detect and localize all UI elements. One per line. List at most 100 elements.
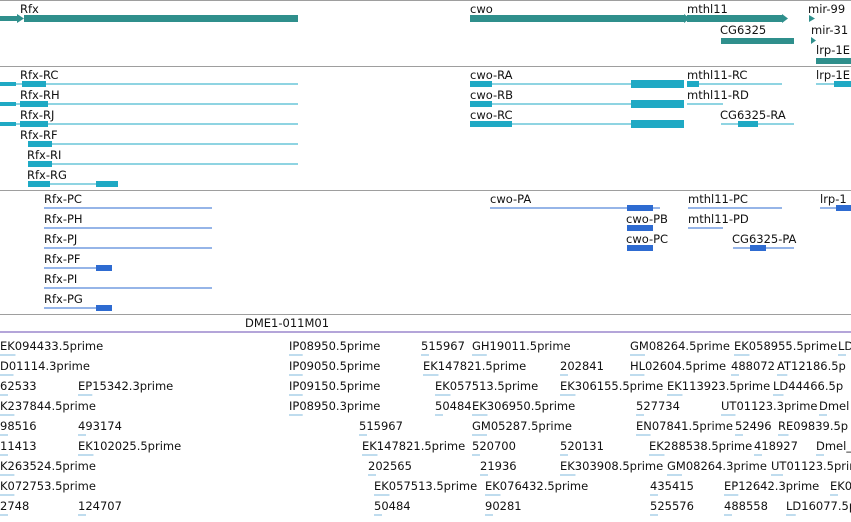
transcript-rfx-rf-glyph[interactable] [28, 141, 298, 147]
transcript-mthl11-rc-glyph[interactable] [687, 81, 782, 87]
transcripts-track-a[interactable] [0, 0, 851, 190]
transcript-cg6325-ra-glyph[interactable] [721, 121, 794, 127]
protein-cwo-pb-glyph[interactable] [627, 225, 659, 231]
genes-track[interactable] [0, 0, 851, 66]
est-label[interactable]: GM08264.5prime [630, 339, 730, 353]
transcript-rfx-rj-glyph[interactable] [0, 121, 298, 127]
est-label[interactable]: 50484 [374, 499, 411, 513]
transcript-label-rfx-rh[interactable]: Rfx-RH [20, 88, 60, 102]
est-label[interactable]: 435415 [650, 479, 694, 493]
transcript-label-cg6325-ra[interactable]: CG6325-RA [720, 108, 786, 122]
est-label[interactable]: 488072 [731, 359, 775, 373]
protein-mthl11-pd-glyph[interactable] [688, 225, 724, 231]
est-label[interactable]: GM08264.3prime [667, 459, 767, 473]
protein-rfx-pf-glyph[interactable] [44, 265, 112, 271]
est-label[interactable]: K263524.5prime [0, 459, 96, 473]
est-label[interactable]: UT01123.5prime [771, 459, 851, 473]
protein-rfx-pc-glyph[interactable] [44, 205, 212, 211]
protein-cwo-pc-glyph[interactable] [627, 245, 659, 251]
protein-label-rfx-pf[interactable]: Rfx-PF [44, 252, 81, 266]
est-label[interactable]: IP08950.5prime [289, 339, 381, 353]
gene-cg6325-glyph[interactable] [721, 38, 794, 44]
est-label[interactable]: 488558 [724, 499, 768, 513]
est-label[interactable]: 520700 [472, 439, 516, 453]
protein-label-lrp1[interactable]: lrp-1 [820, 192, 847, 206]
est-label[interactable]: EK0 [830, 479, 851, 493]
gene-label-rfx[interactable]: Rfx [20, 2, 39, 16]
gene-label-cg6325[interactable]: CG6325 [720, 23, 767, 37]
est-label[interactable]: 202565 [368, 459, 412, 473]
clone-label-dme1-011m01[interactable]: DME1-011M01 [245, 316, 330, 330]
est-label[interactable]: K237844.5prime [0, 399, 96, 413]
transcript-cwo-rc-glyph[interactable] [470, 120, 684, 128]
gene-label-cwo[interactable]: cwo [470, 2, 493, 16]
transcript-label-rfx-rj[interactable]: Rfx-RJ [20, 108, 55, 122]
est-label[interactable]: EP12642.3prime [724, 479, 820, 493]
est-label[interactable]: 21936 [480, 459, 517, 473]
protein-label-rfx-ph[interactable]: Rfx-PH [44, 212, 83, 226]
gene-lrp1e-glyph[interactable] [816, 58, 851, 64]
est-label[interactable]: 515967 [421, 339, 465, 353]
gene-label-lrp1e[interactable]: lrp-1E [816, 43, 850, 57]
est-label[interactable]: GH19011.5prime [472, 339, 571, 353]
est-label[interactable]: AT12186.5p [777, 359, 846, 373]
est-label[interactable]: Dmel [819, 399, 850, 413]
transcript-label-lrp1e[interactable]: lrp-1E [816, 68, 850, 82]
protein-rfx-pj-glyph[interactable] [44, 245, 212, 251]
est-label[interactable]: EK288538.5prime [649, 439, 753, 453]
transcript-rfx-rg-glyph[interactable] [28, 181, 118, 187]
transcript-rfx-rc-glyph[interactable] [0, 81, 298, 87]
transcripts-track-b[interactable] [0, 0, 851, 314]
est-label[interactable]: HL02604.5prime [630, 359, 727, 373]
est-label[interactable]: RE09839.5p [778, 419, 849, 433]
gene-mir99-glyph[interactable] [809, 15, 815, 22]
est-label[interactable]: EK147821.5prime [423, 359, 527, 373]
transcript-label-rfx-rf[interactable]: Rfx-RF [20, 128, 58, 142]
est-label[interactable]: 11413 [0, 439, 37, 453]
est-label[interactable]: EK306950.5prime [472, 399, 576, 413]
est-label[interactable]: EK057513.5prime [374, 479, 478, 493]
est-label[interactable]: GM05287.5prime [472, 419, 572, 433]
est-label[interactable]: 202841 [560, 359, 604, 373]
est-label[interactable]: 493174 [78, 419, 122, 433]
est-label[interactable]: EK058955.5prime [734, 339, 838, 353]
est-label[interactable]: LD44466.5p [773, 379, 844, 393]
est-label[interactable]: 2748 [0, 499, 30, 513]
est-label[interactable]: IP09150.5prime [289, 379, 381, 393]
transcript-label-rfx-rc[interactable]: Rfx-RC [20, 68, 59, 82]
transcript-label-rfx-ri[interactable]: Rfx-RI [27, 148, 62, 162]
est-label[interactable]: LD [838, 339, 851, 353]
gene-rfx-glyph[interactable] [0, 14, 298, 23]
est-label[interactable]: EK113923.5prime [667, 379, 771, 393]
transcript-label-cwo-ra[interactable]: cwo-RA [470, 68, 513, 82]
protein-cg6325-pa-glyph[interactable] [733, 245, 794, 251]
est-label[interactable]: EP15342.3prime [78, 379, 174, 393]
transcript-cwo-ra-glyph[interactable] [470, 80, 684, 88]
protein-label-cg6325-pa[interactable]: CG6325-PA [732, 232, 797, 246]
est-label[interactable]: K072753.5prime [0, 479, 96, 493]
est-label[interactable]: EK057513.5prime [435, 379, 539, 393]
est-label[interactable]: 525576 [650, 499, 694, 513]
transcript-rfx-ri-glyph[interactable] [28, 161, 298, 167]
transcript-label-mthl11-rd[interactable]: mthl11-RD [687, 88, 749, 102]
est-label[interactable]: EK094433.5prime [0, 339, 104, 353]
protein-label-mthl11-pd[interactable]: mthl11-PD [688, 212, 749, 226]
est-label[interactable]: 527734 [636, 399, 680, 413]
protein-cwo-pa-glyph[interactable] [490, 205, 660, 211]
est-label[interactable]: IP09050.5prime [289, 359, 381, 373]
est-label[interactable]: 98516 [0, 419, 37, 433]
gene-label-mir31[interactable]: mir-31 [811, 23, 849, 37]
est-label[interactable]: IP08950.3prime [289, 399, 381, 413]
est-label[interactable]: 50484 [435, 399, 472, 413]
est-label[interactable]: EK147821.5prime [362, 439, 466, 453]
est-label[interactable]: 418927 [754, 439, 798, 453]
clone-track[interactable] [0, 0, 851, 340]
protein-label-mthl11-pc[interactable]: mthl11-PC [688, 192, 748, 206]
clone-dme1-011m01-glyph[interactable] [0, 328, 851, 336]
transcript-label-mthl11-rc[interactable]: mthl11-RC [687, 68, 748, 82]
protein-label-rfx-pj[interactable]: Rfx-PJ [44, 232, 78, 246]
protein-lrp1-glyph[interactable] [820, 205, 851, 211]
est-label[interactable]: EN07841.5prime [636, 419, 733, 433]
est-label[interactable]: LD16077.5p [786, 499, 851, 513]
